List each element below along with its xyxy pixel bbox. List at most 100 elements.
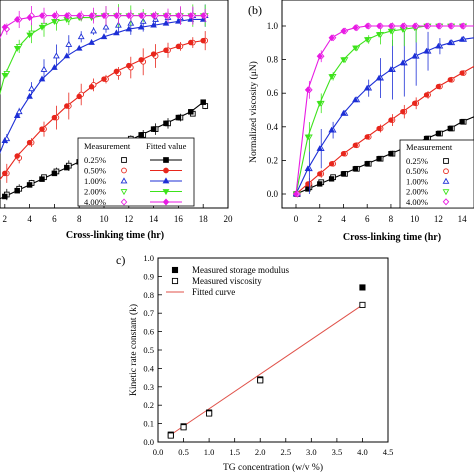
panel-c-x-tick-label: 4.5 xyxy=(383,447,394,457)
panel-a-fitted-point xyxy=(14,16,21,23)
panel-b-fitted-point xyxy=(459,119,465,125)
panel-b-fitted-point xyxy=(352,45,359,52)
panel-b-fitted-point xyxy=(352,142,358,148)
panel-c-y-tick-label: 0.7 xyxy=(143,308,154,318)
panel-a-fitted-point xyxy=(113,29,120,36)
panel-b-fitted-point xyxy=(412,100,418,106)
panel-a-legend-measured-marker xyxy=(121,167,127,174)
panel-a-fitted-point xyxy=(26,182,33,188)
panel-c-y-tick-label: 0.8 xyxy=(143,290,154,300)
panel-a-fitted-point xyxy=(14,187,20,194)
panel-c-x-tick-label: 3.0 xyxy=(306,447,317,457)
panel-a-legend: Measurement Fitted value 0.25%0.50%1.00%… xyxy=(77,137,195,207)
panel-b-fitted-point xyxy=(447,39,454,46)
panel-a-legend-entry-label: 0.25% xyxy=(84,155,106,165)
panel-a-legend-fitted-marker xyxy=(163,167,169,174)
panel-b-fitted-point xyxy=(447,22,454,30)
panel-b-fitted-point xyxy=(304,165,312,172)
panel-a-measured-point xyxy=(77,33,85,40)
panel-b-fitted-point xyxy=(423,47,430,54)
panel-c-y-tick-label: 0.9 xyxy=(143,271,154,281)
panel-b-fitted-point xyxy=(364,161,370,167)
panel-a-x-tick-label: 12 xyxy=(124,214,133,224)
panel-b-fitted-line-0 xyxy=(295,116,474,195)
panel-a-legend-fitted-marker xyxy=(162,189,170,196)
panel-b-fitted-point xyxy=(340,57,347,64)
panel-b-x-tick-label: 4 xyxy=(341,214,346,224)
panel-b-fitted-point xyxy=(400,109,406,115)
panel-c-y-tick-label: 0.5 xyxy=(143,345,154,355)
panel-a-fitted-point xyxy=(63,52,71,59)
panel-b-fitted-point xyxy=(375,32,383,38)
panel-b-fitted-point xyxy=(317,171,323,177)
panel-a-legend-fitted-marker xyxy=(163,157,169,163)
panel-a-fitted-point xyxy=(163,47,169,53)
panel-a-fitted-point xyxy=(13,112,21,118)
panel-a-x-ticks: 2 4 6 8 10 12 14 16 18 20 xyxy=(3,204,233,224)
panel-b-plot-frame xyxy=(281,0,474,209)
panel-c-label: c) xyxy=(116,253,125,267)
panel-a-x-tick-label: 18 xyxy=(199,214,209,224)
panel-a-fitted-point xyxy=(125,12,132,20)
panel-b-fitted-point xyxy=(458,35,466,42)
panel-a-fitted-point xyxy=(88,84,95,90)
panel-a-fitted-point xyxy=(51,64,58,70)
panel-b-fitted-line-4 xyxy=(295,25,474,195)
panel-a-fitted-point xyxy=(51,114,58,121)
panel-a-legend-fitted-marker xyxy=(162,177,170,184)
panel-b-fitted-point xyxy=(352,96,359,103)
panel-a-fitted-point xyxy=(64,103,70,109)
panel-a-fitted-point xyxy=(51,170,58,177)
panel-b-fitted-point xyxy=(435,42,442,49)
panel-a-fitted-point xyxy=(200,99,206,105)
panel-a-legend-measured-marker xyxy=(120,189,128,196)
panel-a-fitted-point xyxy=(39,126,45,132)
panel-b-y-tick-label: 0.4 xyxy=(267,122,279,132)
panel-b-ylabel: Normalized viscosity (μN) xyxy=(248,61,259,163)
panel-a-legend-entry-label: 1.00% xyxy=(84,176,106,186)
panel-a-legend-box xyxy=(77,137,195,207)
panel-b-ticks: 0 2 4 6 8 10 12 14 0.0 0.2 0.4 0.6 0.8 1.0 xyxy=(267,21,467,224)
panel-a-fitted-point xyxy=(100,12,108,20)
panel-a-fitted-point xyxy=(76,93,82,100)
panel-c-fitted-curve xyxy=(167,304,363,437)
panel-b-fitted-point xyxy=(388,151,394,157)
panel-b-fitted-point xyxy=(375,74,383,81)
panel-a-fitted-point xyxy=(150,21,157,28)
panel-a-fitted-point xyxy=(26,32,33,39)
panel-a-fitted-point xyxy=(200,37,206,44)
panel-b-fitted-point xyxy=(328,161,335,167)
panel-b-fitted-point xyxy=(399,22,406,30)
panel-c-legend-entry-label: Measured viscosity xyxy=(192,276,262,286)
panel-b-fitted-point xyxy=(435,83,442,90)
panel-a-fitted-point xyxy=(113,68,120,75)
panel-c-y-tick-label: 1.0 xyxy=(143,253,154,263)
panel-c-y-tick-label: 0.1 xyxy=(143,419,154,429)
panel-c-x-tick-label: 4.0 xyxy=(357,447,368,457)
panel-b-y-tick-label: 1.0 xyxy=(267,21,279,31)
panel-b-fitted-point xyxy=(352,166,358,172)
panel-b-fitted-point xyxy=(459,70,465,76)
panel-a-measured-point xyxy=(15,108,23,115)
panel-a-fitted-point xyxy=(88,38,95,45)
panel-b-x-tick-label: 12 xyxy=(434,214,443,224)
panel-a-fitted-point xyxy=(75,44,83,51)
panel-b-fitted-line-2 xyxy=(295,37,474,195)
panel-a-legend-items: 0.25%0.50%1.00%2.00%4.00% xyxy=(84,155,182,207)
panel-b-fitted-point xyxy=(340,171,347,177)
panel-a-legend-measured-marker xyxy=(120,198,128,206)
panel-b-x-tick-label: 2 xyxy=(317,214,322,224)
panel-b-fitted-point xyxy=(328,74,335,80)
panel-b-legend-box xyxy=(399,139,474,209)
panel-a-legend-fitted-marker xyxy=(162,198,170,206)
panel-c-legend-entry-label: Measured storage modulus xyxy=(192,265,289,275)
panel-b-legend-entry-label: 1.00% xyxy=(406,176,428,186)
panel-a-fitted-point xyxy=(26,14,33,21)
panel-b-legend-entry-label: 0.25% xyxy=(406,156,428,166)
panel-a-fitted-point xyxy=(162,12,170,20)
panel-b-fitted-point xyxy=(447,125,453,132)
panel-a-x-tick-label: 2 xyxy=(3,214,8,224)
panel-a-fitted-point xyxy=(175,43,182,50)
panel-a-fitted-point xyxy=(51,19,58,25)
